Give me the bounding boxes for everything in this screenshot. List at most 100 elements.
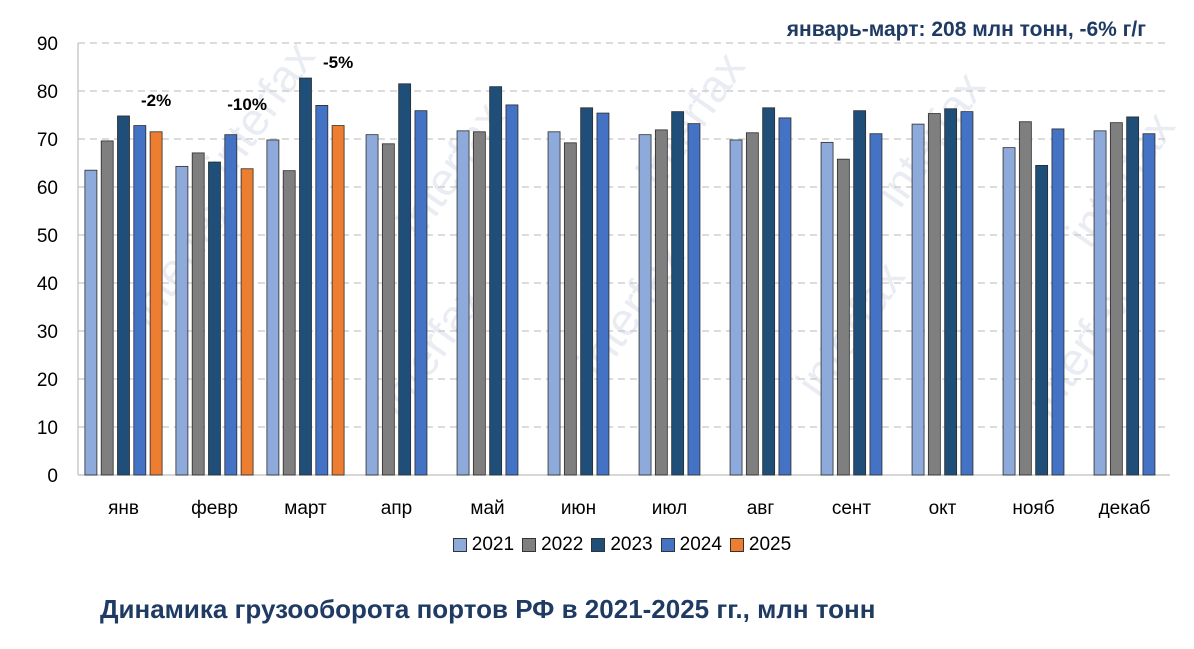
bar-2021-4 <box>456 130 470 476</box>
x-tick-label: апр <box>381 498 412 519</box>
bar-2021-1 <box>175 165 189 476</box>
watermark-text: interfax <box>786 252 915 405</box>
bar-2024-4 <box>505 104 519 476</box>
bar-2021-0 <box>84 169 98 476</box>
y-tick-label: 50 <box>37 226 58 247</box>
bar-2024-11 <box>1142 133 1156 476</box>
bar-2024-6 <box>687 123 701 476</box>
legend-swatch <box>660 538 675 552</box>
legend-item: 2022 <box>522 534 583 556</box>
annotation-label: -2% <box>141 91 171 110</box>
legend-item: 2023 <box>591 534 653 556</box>
bar-2022-11 <box>1109 122 1123 476</box>
bar-2021-7 <box>729 139 743 476</box>
bar-2021-11 <box>1093 130 1107 476</box>
legend: 2021 2022 2023 2024 2025 <box>0 534 1194 558</box>
bar-2021-8 <box>820 141 834 476</box>
x-tick-label: июн <box>561 498 596 519</box>
bar-2024-8 <box>869 133 883 476</box>
annotations: -2% -10% -5% <box>141 53 353 114</box>
bar-2025-1 <box>240 168 254 476</box>
y-tick-label: 70 <box>37 130 58 151</box>
bar-2024-5 <box>596 112 610 476</box>
y-tick-label: 20 <box>37 370 58 391</box>
bar-2021-3 <box>365 134 379 476</box>
bar-2024-1 <box>224 134 238 476</box>
bar-2021-6 <box>638 134 652 476</box>
legend-label: 2023 <box>610 534 653 555</box>
x-tick-label: декаб <box>1099 498 1151 519</box>
bar-2023-1 <box>208 161 221 476</box>
bar-2024-3 <box>414 110 428 476</box>
legend-label: 2021 <box>471 534 515 555</box>
x-tick-label: янв <box>108 498 139 519</box>
y-tick-label: 40 <box>37 274 58 295</box>
bar-2025-0 <box>149 131 163 476</box>
summary-text: январь-март: 208 млн тонн, -6% г/г <box>786 18 1146 41</box>
legend-item: 2024 <box>660 534 722 556</box>
bar-2023-0 <box>117 115 130 476</box>
bar-2023-6 <box>671 111 685 476</box>
bar-2022-3 <box>381 143 395 476</box>
legend-swatch <box>591 538 606 552</box>
y-tick-label: 60 <box>37 178 58 199</box>
bar-2024-10 <box>1051 128 1065 476</box>
bar-2023-3 <box>398 83 412 476</box>
bar-2023-4 <box>489 86 503 476</box>
x-tick-label: авг <box>747 498 775 519</box>
gridlines <box>78 42 1170 428</box>
annotation-label: -10% <box>227 95 267 114</box>
y-tick-label: 0 <box>47 466 58 487</box>
annotation-label: -5% <box>323 53 353 72</box>
y-tick-label: 90 <box>37 34 58 55</box>
legend-item: 2025 <box>729 534 792 556</box>
bar-2024-0 <box>133 125 147 476</box>
legend-swatch <box>729 538 744 552</box>
bar-2022-4 <box>472 131 486 476</box>
x-tick-label: март <box>284 498 327 519</box>
legend-label: 2025 <box>748 534 792 555</box>
legend-item: 2021 <box>452 534 515 556</box>
legend-label: 2022 <box>541 534 584 555</box>
bar-2023-9 <box>944 108 958 476</box>
legend-swatch <box>522 538 537 552</box>
bar-2022-9 <box>927 113 941 476</box>
bar-2022-1 <box>191 152 205 476</box>
legend-items: 2021 2022 2023 2024 2025 <box>449 534 795 558</box>
x-tick-label: июл <box>652 498 688 519</box>
y-tick-label: 80 <box>37 82 58 103</box>
y-tick-label: 10 <box>37 418 58 439</box>
watermark-text: interfax <box>1016 272 1145 425</box>
bar-2022-6 <box>654 129 668 476</box>
x-tick-label: февр <box>191 498 238 519</box>
bar-2022-8 <box>836 158 850 476</box>
bar-2021-2 <box>266 139 280 476</box>
bar-2021-9 <box>911 123 925 476</box>
bar-2022-7 <box>745 132 759 476</box>
bar-2024-2 <box>315 105 329 476</box>
bar-2022-2 <box>282 170 296 476</box>
bar-2022-10 <box>1018 121 1032 476</box>
bar-2022-5 <box>563 142 577 476</box>
bar-2023-2 <box>299 77 312 476</box>
bars <box>84 77 1156 476</box>
bar-2023-7 <box>762 107 776 476</box>
y-tick-labels: 0 10 20 30 40 50 60 70 80 90 <box>37 34 58 487</box>
x-tick-labels: янв февр март апр май июн июл авг сент окт нояб дек… <box>108 498 1150 519</box>
bar-2023-10 <box>1035 164 1049 476</box>
legend-label: 2024 <box>679 534 722 555</box>
legend-swatch <box>452 538 467 552</box>
x-tick-label: нояб <box>1012 498 1054 519</box>
bar-2025-2 <box>331 125 345 476</box>
bar-2023-5 <box>580 107 594 476</box>
x-tick-label: май <box>470 498 504 519</box>
x-tick-label: сент <box>832 498 872 519</box>
y-tick-label: 30 <box>37 322 58 343</box>
bar-2021-10 <box>1002 147 1016 476</box>
bar-2022-0 <box>100 140 114 476</box>
bar-2021-5 <box>547 131 561 476</box>
bar-2023-11 <box>1126 116 1140 476</box>
x-tick-label: окт <box>929 498 957 519</box>
